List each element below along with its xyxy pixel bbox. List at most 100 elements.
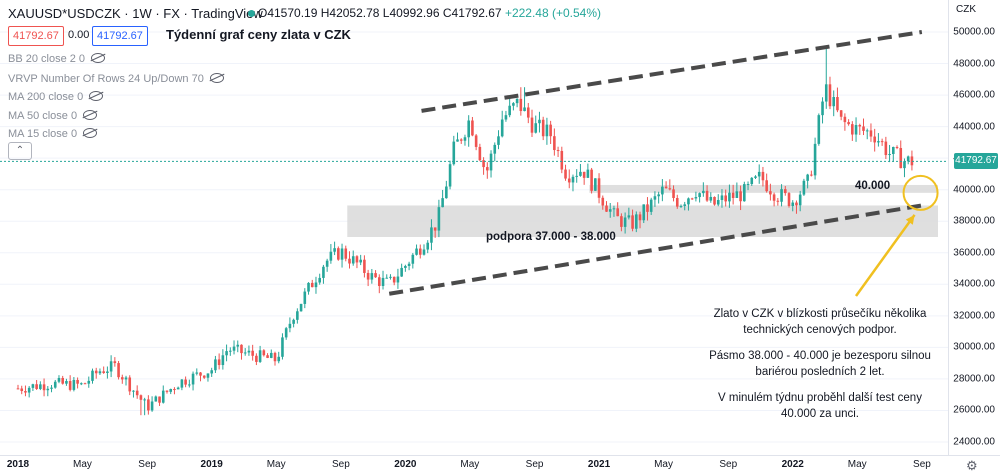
candle-up bbox=[504, 115, 508, 120]
candle-up bbox=[437, 207, 441, 231]
candle-up bbox=[538, 119, 541, 124]
indicator-vrvp[interactable]: VRVP Number Of Rows 24 Up/Down 70 bbox=[8, 72, 224, 85]
candle-down bbox=[68, 381, 72, 390]
candle-up bbox=[318, 277, 322, 283]
candle-up bbox=[91, 370, 94, 381]
candle-up bbox=[821, 101, 824, 116]
candle-up bbox=[426, 242, 430, 250]
candle-up bbox=[791, 202, 795, 207]
candle-up bbox=[608, 209, 612, 212]
candle-down bbox=[202, 375, 206, 378]
indicator-ma200[interactable]: MA 200 close 0 bbox=[8, 90, 104, 103]
candle-down bbox=[392, 276, 396, 283]
lower-trendline[interactable] bbox=[388, 203, 923, 296]
buy-price-button[interactable]: 41792.67 bbox=[92, 26, 148, 46]
candle-up bbox=[247, 350, 251, 353]
candle-up bbox=[307, 282, 310, 292]
eye-off-icon[interactable] bbox=[83, 110, 98, 120]
eye-off-icon[interactable] bbox=[89, 91, 104, 101]
eye-off-icon[interactable] bbox=[91, 53, 106, 63]
time-tick-label: Sep bbox=[719, 459, 738, 470]
candle-up bbox=[404, 265, 407, 268]
candle-down bbox=[418, 248, 422, 255]
candle-up bbox=[612, 208, 616, 210]
close-value: C41792.67 bbox=[442, 6, 502, 20]
candle-down bbox=[713, 196, 716, 205]
candle-down bbox=[582, 171, 586, 178]
chart-header: XAUUSD*USDCZK · 1W · FX · TradingView O4… bbox=[0, 0, 948, 26]
candle-down bbox=[899, 147, 903, 169]
candle-up bbox=[400, 267, 403, 277]
candle-up bbox=[333, 248, 336, 252]
gear-icon[interactable]: ⚙ bbox=[966, 458, 978, 473]
candle-down bbox=[240, 344, 243, 354]
annotation-arrow-head bbox=[905, 214, 915, 225]
candle-up bbox=[698, 193, 701, 198]
candle-up bbox=[780, 189, 783, 202]
time-tick-label: Sep bbox=[138, 459, 157, 470]
indicator-bb[interactable]: BB 20 close 2 0 bbox=[8, 52, 106, 65]
candle-down bbox=[471, 120, 474, 136]
time-axis[interactable]: 2018 May Sep 2019 May Sep 2020 May Sep 2021 May Sep… bbox=[0, 455, 1000, 476]
candle-down bbox=[810, 174, 813, 176]
candle-up bbox=[180, 379, 184, 388]
candle-down bbox=[377, 277, 381, 287]
candle-up bbox=[594, 178, 597, 191]
candle-down bbox=[61, 377, 64, 384]
time-tick-label: Sep bbox=[331, 459, 350, 470]
candle-down bbox=[590, 169, 593, 191]
candle-up bbox=[720, 195, 724, 200]
upper-trendline[interactable] bbox=[421, 30, 923, 113]
candle-up bbox=[407, 263, 411, 266]
open-value: O41570.19 bbox=[258, 6, 318, 20]
candle-up bbox=[53, 381, 57, 388]
candle-up bbox=[80, 383, 83, 385]
candle-down bbox=[184, 379, 187, 385]
candle-up bbox=[322, 266, 325, 278]
candle-up bbox=[806, 174, 809, 181]
candle-up bbox=[687, 198, 690, 205]
candle-up bbox=[515, 98, 519, 104]
candle-up bbox=[445, 186, 448, 199]
candle-up bbox=[623, 217, 627, 227]
candle-up bbox=[512, 103, 515, 106]
candle-up bbox=[65, 381, 68, 384]
candle-up bbox=[683, 204, 687, 206]
candle-up bbox=[422, 249, 426, 255]
candle-up bbox=[497, 136, 500, 145]
eye-off-icon[interactable] bbox=[83, 128, 98, 138]
eye-off-icon[interactable] bbox=[209, 73, 224, 83]
candle-down bbox=[20, 388, 24, 392]
price-axis[interactable]: 50000.0048000.0046000.0044000.0042000.00… bbox=[948, 0, 1000, 455]
candle-up bbox=[754, 176, 757, 178]
candle-up bbox=[50, 387, 53, 389]
sell-price-button[interactable]: 41792.67 bbox=[8, 26, 64, 46]
candle-up bbox=[277, 356, 281, 362]
candle-up bbox=[642, 204, 646, 221]
candle-down bbox=[772, 194, 776, 201]
candle-down bbox=[567, 178, 571, 183]
indicator-ma15[interactable]: MA 15 close 0 bbox=[8, 127, 98, 140]
candle-down bbox=[255, 355, 258, 362]
candle-up bbox=[489, 153, 493, 171]
analysis-note: Zlato v CZK v blízkosti průsečíku několi… bbox=[700, 306, 940, 432]
candle-down bbox=[869, 130, 873, 137]
candle-down bbox=[374, 273, 377, 278]
chevron-up-icon[interactable]: ⌃ bbox=[8, 142, 32, 160]
candle-down bbox=[94, 370, 98, 374]
symbol-label[interactable]: XAUUSD*USDCZK · 1W · FX · TradingView bbox=[8, 6, 263, 21]
candle-down bbox=[337, 248, 340, 260]
low-value: L40992.96 bbox=[382, 6, 440, 20]
candle-down bbox=[310, 282, 314, 288]
price-tick-label: 48000.00 bbox=[953, 58, 995, 70]
highlight-circle bbox=[902, 174, 939, 211]
candle-up bbox=[415, 248, 418, 255]
candle-up bbox=[150, 401, 154, 411]
indicator-ma50[interactable]: MA 50 close 0 bbox=[8, 109, 98, 122]
candle-up bbox=[463, 137, 467, 141]
candle-down bbox=[564, 169, 567, 179]
time-tick-label: May bbox=[847, 459, 867, 470]
candle-up bbox=[586, 169, 590, 178]
candle-down bbox=[672, 189, 675, 199]
